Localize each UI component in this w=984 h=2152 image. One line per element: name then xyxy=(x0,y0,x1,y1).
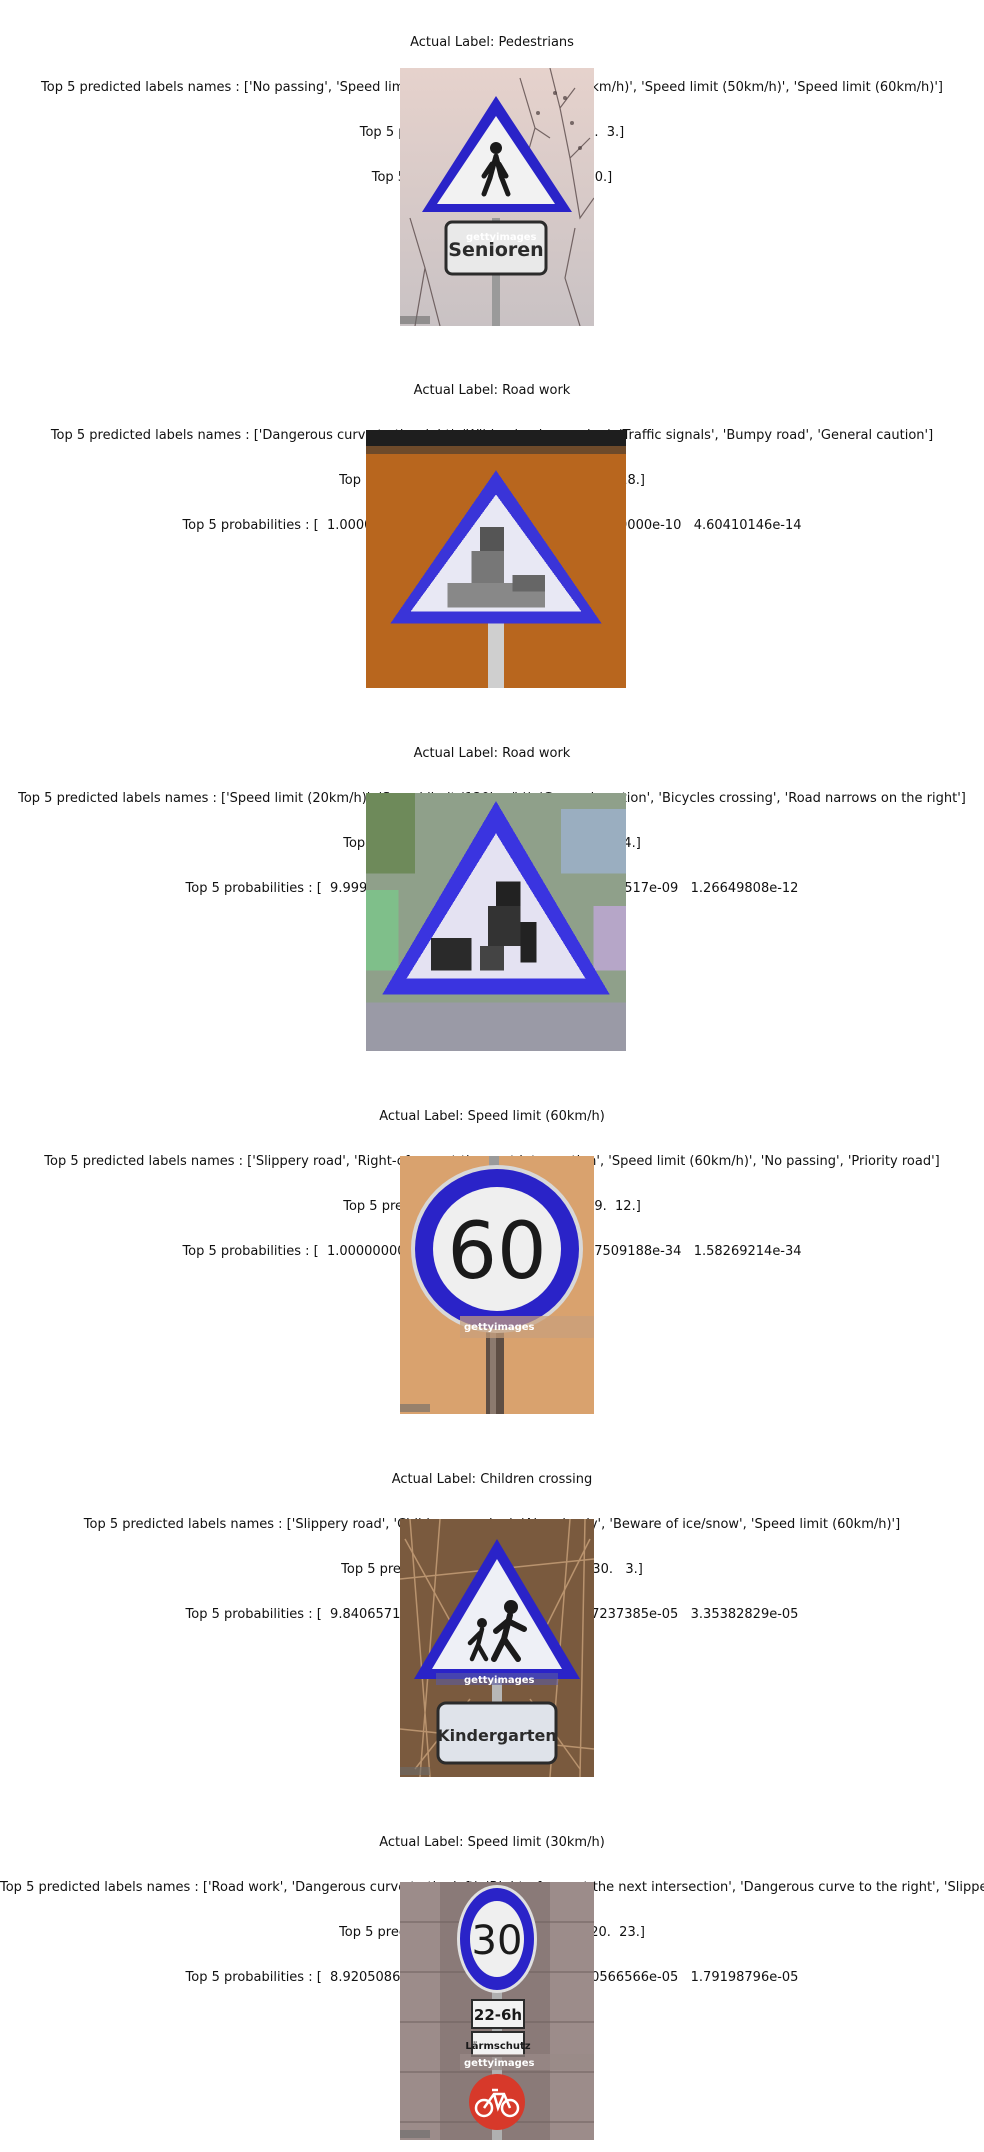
actual-label: Actual Label: Road work xyxy=(413,746,571,761)
actual-label: Actual Label: Speed limit (60km/h) xyxy=(379,1109,605,1124)
actual-label: Actual Label: Pedestrians xyxy=(410,35,574,50)
actual-label: Actual Label: Road work xyxy=(413,383,571,398)
prediction-panel-5: Actual Label: Children crossing Top 5 pr… xyxy=(0,1442,984,1777)
prediction-panel-4: Actual Label: Speed limit (60km/h) Top 5… xyxy=(0,1079,984,1414)
sign-image-road-work-2 xyxy=(366,793,626,1051)
plate-text-noise: Lärmschutz xyxy=(465,2041,530,2052)
sign-number: 30 xyxy=(472,1918,523,1964)
watermark: gettyimages xyxy=(466,232,537,243)
plate-text: Senioren xyxy=(448,239,543,261)
prediction-panel-1: Actual Label: Pedestrians Top 5 predicte… xyxy=(0,0,984,326)
watermark: gettyimages xyxy=(464,1675,535,1686)
sign-image-speed-limit-30: 30 22-6h Lärmschutz gettyimages xyxy=(400,1882,594,2140)
sign-image-children-crossing: gettyimages Kindergarten xyxy=(400,1519,594,1777)
actual-label: Actual Label: Children crossing xyxy=(391,1472,593,1487)
prediction-panel-6: Actual Label: Speed limit (30km/h) Top 5… xyxy=(0,1805,984,2140)
sign-number: 60 xyxy=(447,1207,546,1297)
plate-text-time: 22-6h xyxy=(474,2006,522,2024)
sign-image-pedestrians: Senioren gettyimages xyxy=(400,68,594,326)
watermark: gettyimages xyxy=(464,1322,535,1333)
sign-image-road-work-1 xyxy=(366,430,626,688)
prediction-panel-2: Actual Label: Road work Top 5 predicted … xyxy=(0,353,984,688)
sign-image-speed-limit-60: 60 gettyimages xyxy=(400,1156,594,1414)
plate-text: Kindergarten xyxy=(437,1726,557,1745)
actual-label: Actual Label: Speed limit (30km/h) xyxy=(379,1835,605,1850)
prediction-panel-3: Actual Label: Road work Top 5 predicted … xyxy=(0,716,984,1051)
watermark: gettyimages xyxy=(464,2058,535,2069)
